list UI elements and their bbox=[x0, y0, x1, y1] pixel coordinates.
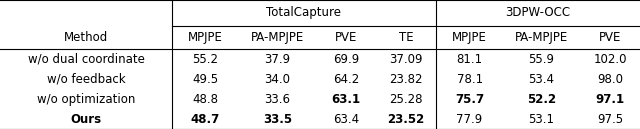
Text: w/o optimization: w/o optimization bbox=[36, 92, 135, 106]
Text: 97.5: 97.5 bbox=[597, 112, 623, 126]
Text: 69.9: 69.9 bbox=[333, 53, 359, 66]
Text: w/o dual coordinate: w/o dual coordinate bbox=[28, 53, 145, 66]
Text: 81.1: 81.1 bbox=[456, 53, 483, 66]
Text: 33.5: 33.5 bbox=[263, 112, 292, 126]
Text: w/o feedback: w/o feedback bbox=[47, 72, 125, 86]
Text: 53.1: 53.1 bbox=[529, 112, 555, 126]
Text: 25.28: 25.28 bbox=[389, 92, 422, 106]
Text: 78.1: 78.1 bbox=[456, 72, 483, 86]
Text: 34.0: 34.0 bbox=[264, 72, 291, 86]
Text: 23.52: 23.52 bbox=[387, 112, 424, 126]
Text: 53.4: 53.4 bbox=[529, 72, 555, 86]
Text: 102.0: 102.0 bbox=[593, 53, 627, 66]
Text: Ours: Ours bbox=[70, 112, 102, 126]
Text: 97.1: 97.1 bbox=[595, 92, 625, 106]
Text: 55.9: 55.9 bbox=[529, 53, 555, 66]
Text: 52.2: 52.2 bbox=[527, 92, 556, 106]
Text: 48.8: 48.8 bbox=[193, 92, 218, 106]
Text: 75.7: 75.7 bbox=[455, 92, 484, 106]
Text: 64.2: 64.2 bbox=[333, 72, 359, 86]
Text: PVE: PVE bbox=[599, 31, 621, 44]
Text: 55.2: 55.2 bbox=[193, 53, 218, 66]
Text: MPJPE: MPJPE bbox=[188, 31, 223, 44]
Text: 23.82: 23.82 bbox=[389, 72, 422, 86]
Text: 49.5: 49.5 bbox=[193, 72, 219, 86]
Text: 63.4: 63.4 bbox=[333, 112, 359, 126]
Text: 37.09: 37.09 bbox=[389, 53, 422, 66]
Text: 48.7: 48.7 bbox=[191, 112, 220, 126]
Text: PA-MPJPE: PA-MPJPE bbox=[251, 31, 304, 44]
Text: PA-MPJPE: PA-MPJPE bbox=[515, 31, 568, 44]
Text: 33.6: 33.6 bbox=[264, 92, 291, 106]
Text: 77.9: 77.9 bbox=[456, 112, 483, 126]
Text: 37.9: 37.9 bbox=[264, 53, 291, 66]
Text: 3DPW-OCC: 3DPW-OCC bbox=[506, 6, 570, 19]
Text: 98.0: 98.0 bbox=[597, 72, 623, 86]
Text: Method: Method bbox=[64, 31, 108, 44]
Text: MPJPE: MPJPE bbox=[452, 31, 487, 44]
Text: PVE: PVE bbox=[335, 31, 357, 44]
Text: 63.1: 63.1 bbox=[332, 92, 360, 106]
Text: TotalCapture: TotalCapture bbox=[266, 6, 341, 19]
Text: TE: TE bbox=[399, 31, 413, 44]
